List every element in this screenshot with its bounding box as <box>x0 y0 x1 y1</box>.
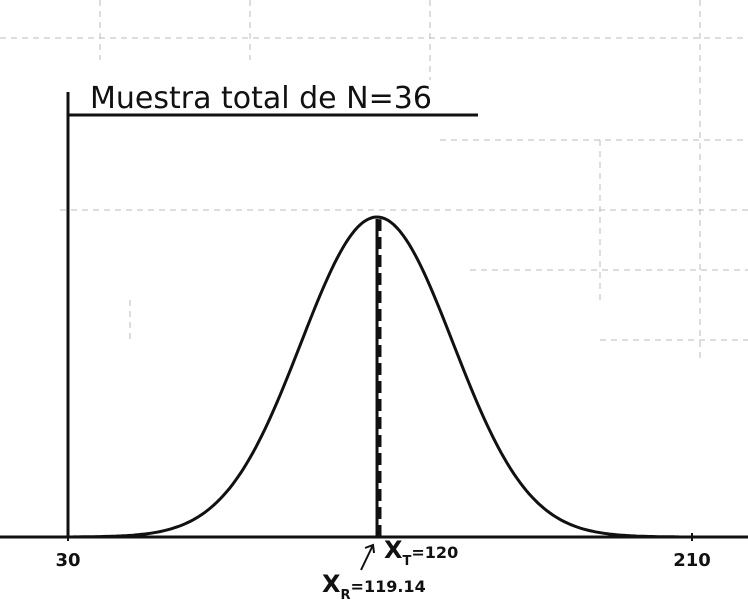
x-tick-label: 210 <box>673 550 711 571</box>
marker-symbol: X <box>322 570 341 598</box>
marker-subscript: R <box>341 588 351 603</box>
marker-arrow <box>361 545 374 570</box>
chart: Muestra total de N=36 30210XR=119.14XT=1… <box>0 0 748 608</box>
marker-label: XR=119.14 <box>322 570 426 603</box>
marker-subscript: T <box>403 554 412 569</box>
chart-title: Muestra total de N=36 <box>90 81 432 116</box>
page: {"chart_data": {"type": "normal-curve", … <box>0 0 748 608</box>
background-grid <box>0 0 748 360</box>
marker-text: =120 <box>411 543 458 562</box>
marker-symbol: X <box>384 536 403 564</box>
marker-label: XT=120 <box>384 536 458 569</box>
x-tick-label: 30 <box>55 550 80 571</box>
marker-text: =119.14 <box>351 577 426 596</box>
